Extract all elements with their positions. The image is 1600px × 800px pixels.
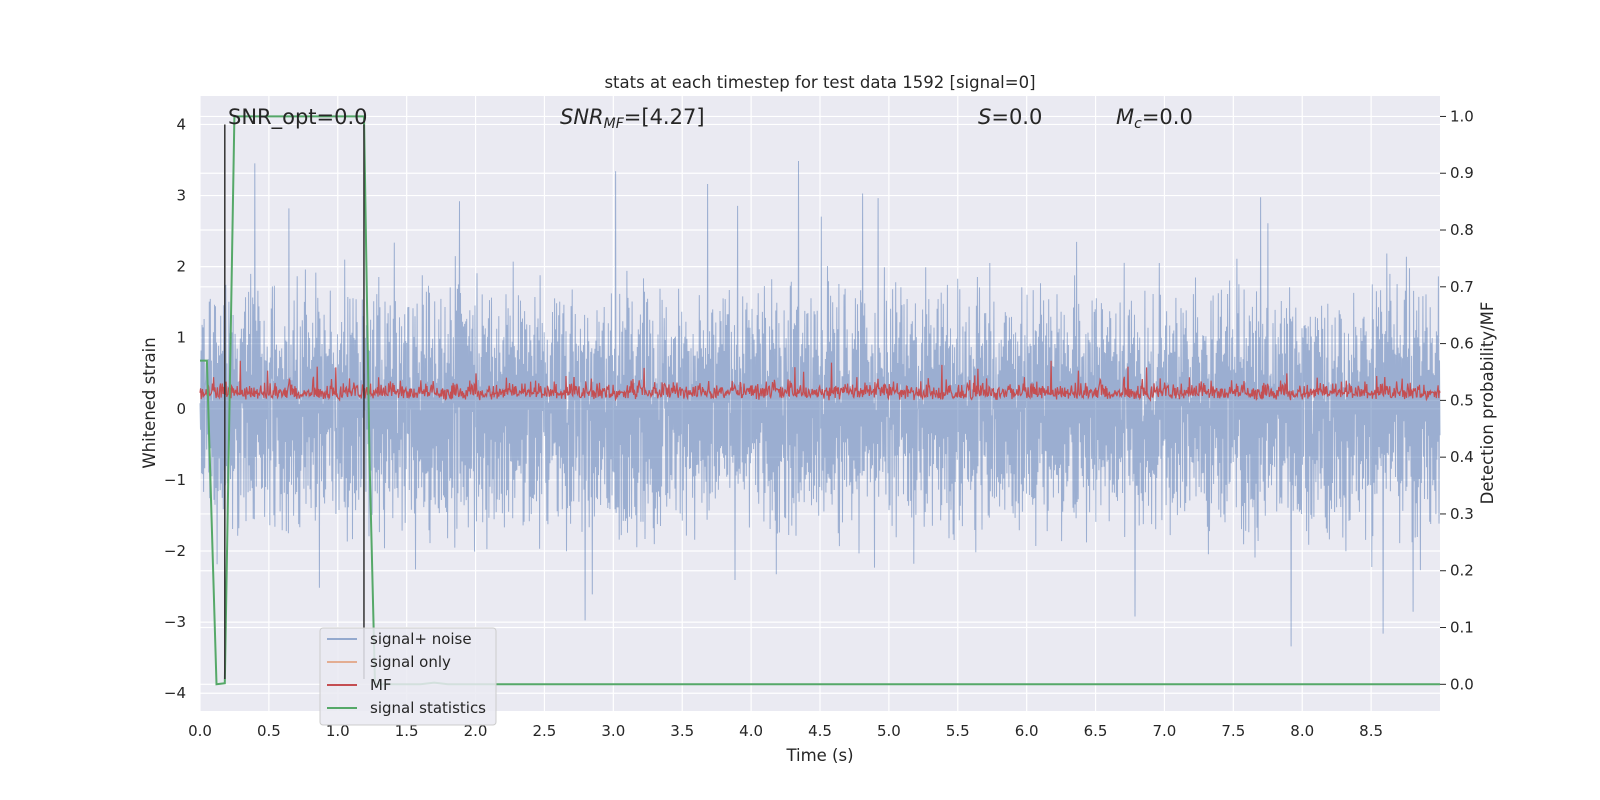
x-tick-label: 2.0 — [464, 722, 488, 740]
y-tick-label: 2 — [176, 258, 186, 276]
y2-tick-label: 0.4 — [1450, 448, 1474, 466]
mc-main: M — [1116, 105, 1134, 129]
y2-tick-label: 0.8 — [1450, 221, 1474, 239]
x-tick-label: 7.0 — [1153, 722, 1177, 740]
y2-tick-label: 0.0 — [1450, 675, 1474, 693]
x-tick-label: 8.5 — [1359, 722, 1383, 740]
s-annotation: S=0.0 — [978, 105, 1042, 129]
x-tick-label: 0.5 — [257, 722, 281, 740]
mc-sub: c — [1134, 116, 1142, 132]
y-tick-label: 3 — [176, 187, 186, 205]
x-tick-label: 1.5 — [395, 722, 419, 740]
y-tick-label: −3 — [164, 613, 186, 631]
mf-line — [199, 360, 1441, 402]
x-tick-label: 4.5 — [808, 722, 832, 740]
y-tick-label: 1 — [176, 329, 186, 347]
y2-axis-label: Detection probability/MF — [1478, 302, 1497, 505]
snr-mf-rest: =[4.27] — [624, 105, 705, 129]
y-tick-label: −1 — [164, 471, 186, 489]
x-tick-label: 3.5 — [670, 722, 694, 740]
snr-mf-main: SNR — [560, 105, 604, 129]
y2-tick-label: 1.0 — [1450, 107, 1474, 125]
y2-tick-label: 0.7 — [1450, 278, 1474, 296]
x-tick-label: 6.0 — [1015, 722, 1039, 740]
s-rest: =0.0 — [991, 105, 1042, 129]
y2-tick-label: 0.1 — [1450, 619, 1474, 637]
s-main: S — [978, 105, 991, 129]
y2-tick-labels: 0.0 0.1 0.2 0.3 0.4 0.5 0.6 0.7 0.8 0.9 1.0 — [1440, 107, 1474, 693]
mc-rest: =0.0 — [1142, 105, 1193, 129]
chart-title: stats at each timestep for test data 159… — [604, 73, 1035, 92]
y-tick-label: −4 — [164, 684, 186, 702]
snr-mf-annotation: SNRMF=[4.27] — [560, 105, 705, 132]
y2-tick-label: 0.9 — [1450, 164, 1474, 182]
x-tick-label: 1.0 — [326, 722, 350, 740]
x-tick-label: 2.5 — [533, 722, 557, 740]
vertical-markers — [224, 124, 365, 680]
snr-mf-sub: MF — [604, 116, 625, 132]
snr-opt-annotation: SNR_opt=0.0 — [228, 105, 368, 130]
legend-label-signal-statistics: signal statistics — [370, 699, 486, 717]
legend: signal+ noise signal only MF signal stat… — [319, 627, 497, 726]
y-axis-label: Whitened strain — [140, 337, 159, 468]
y2-tick-label: 0.5 — [1450, 391, 1474, 409]
y-tick-labels: −4 −3 −2 −1 0 1 2 3 4 — [164, 115, 186, 702]
y-tick-label: 0 — [176, 400, 186, 418]
signal-noise-series — [199, 160, 1441, 647]
mf-series — [199, 360, 1441, 402]
x-tick-label: 7.5 — [1221, 722, 1245, 740]
x-axis-label: Time (s) — [785, 746, 853, 765]
x-tick-label: 8.0 — [1290, 722, 1314, 740]
mc-annotation: Mc=0.0 — [1116, 105, 1193, 132]
x-tick-label: 6.5 — [1084, 722, 1108, 740]
y-tick-label: −2 — [164, 542, 186, 560]
x-tick-label: 5.5 — [946, 722, 970, 740]
x-tick-label: 5.0 — [877, 722, 901, 740]
legend-box — [319, 627, 497, 726]
y2-tick-label: 0.3 — [1450, 505, 1474, 523]
x-tick-label: 0.0 — [188, 722, 212, 740]
y2-tick-label: 0.6 — [1450, 335, 1474, 353]
x-tick-label: 4.0 — [739, 722, 763, 740]
signal-noise-line — [199, 160, 1441, 647]
y2-tick-label: 0.2 — [1450, 562, 1474, 580]
x-tick-label: 3.0 — [601, 722, 625, 740]
legend-label-mf: MF — [370, 676, 392, 694]
y-tick-label: 4 — [176, 115, 186, 133]
legend-label-signal-only: signal only — [370, 653, 451, 671]
legend-label-signal-noise: signal+ noise — [370, 630, 472, 648]
x-tick-labels: 0.0 0.5 1.0 1.5 2.0 2.5 3.0 3.5 4.0 4.5 5.0 5.5 6.0 6… — [188, 722, 1383, 740]
